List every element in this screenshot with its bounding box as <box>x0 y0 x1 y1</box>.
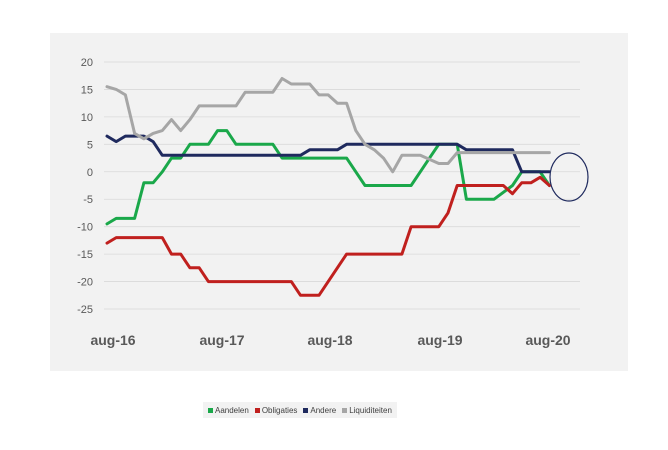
legend-swatch <box>342 407 348 413</box>
legend-label: Andere <box>310 405 337 415</box>
legend-label: Liquiditeiten <box>349 405 392 415</box>
y-tick-label: -25 <box>77 304 93 316</box>
legend-swatch <box>254 407 260 413</box>
y-axis-ticks: 20 15 10 5 0 -5 -10 -15 -20 -25 <box>77 57 93 316</box>
x-tick-label: aug-20 <box>525 332 570 348</box>
x-tick-label: aug-18 <box>307 332 352 348</box>
x-tick-label: aug-17 <box>199 332 244 348</box>
highlight-circle <box>549 152 589 202</box>
x-tick-label: aug-16 <box>90 332 135 348</box>
series-line-obligaties <box>105 175 551 297</box>
chart-legend: Aandelen Obligaties Andere Liquiditeiten <box>203 402 397 418</box>
legend-item-obligaties: Obligaties <box>254 405 298 415</box>
x-axis-ticks: aug-16 aug-17 aug-18 aug-19 aug-20 <box>90 332 570 348</box>
legend-label: Aandelen <box>215 405 249 415</box>
gridlines <box>104 61 580 310</box>
y-tick-label: -10 <box>77 222 93 234</box>
series-lines <box>105 77 551 297</box>
series-line-aandelen <box>105 129 551 226</box>
series-line-andere <box>105 134 551 174</box>
y-tick-label: 10 <box>81 112 93 124</box>
x-tick-label: aug-19 <box>417 332 462 348</box>
y-tick-label: 5 <box>87 139 93 151</box>
legend-item-liquiditeiten: Liquiditeiten <box>342 406 392 415</box>
y-tick-label: 15 <box>81 84 93 96</box>
y-tick-label: 0 <box>87 167 93 179</box>
legend-label: Obligaties <box>261 405 298 415</box>
y-tick-label: -20 <box>77 277 93 289</box>
legend-swatch <box>208 407 213 413</box>
y-tick-label: -15 <box>77 249 93 261</box>
y-tick-label: 20 <box>81 57 93 69</box>
series-line-liquiditeiten <box>105 77 551 174</box>
legend-item-aandelen: Aandelen <box>208 406 249 415</box>
legend-item-andere: Andere <box>303 406 336 415</box>
legend-swatch <box>303 407 309 413</box>
y-tick-label: -5 <box>83 194 93 206</box>
